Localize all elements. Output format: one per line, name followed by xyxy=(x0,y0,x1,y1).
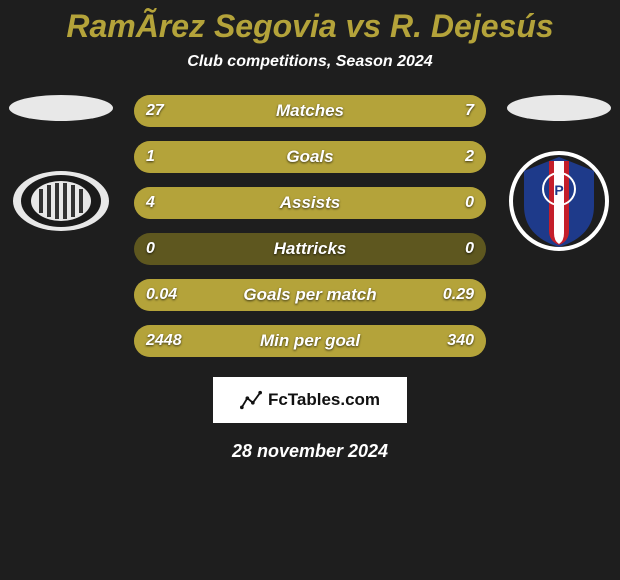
page-title: RamÃ­rez Segovia vs R. Dejesús xyxy=(0,8,620,45)
footer-badge: FcTables.com xyxy=(213,377,407,423)
stat-bar: 00Hattricks xyxy=(134,233,486,265)
stat-bar: 0.040.29Goals per match xyxy=(134,279,486,311)
container: RamÃ­rez Segovia vs R. Dejesús Club comp… xyxy=(0,0,620,462)
subtitle: Club competitions, Season 2024 xyxy=(0,53,620,71)
stat-label: Goals xyxy=(134,141,486,173)
chart-icon xyxy=(240,389,262,411)
stat-label: Goals per match xyxy=(134,279,486,311)
team-left-col xyxy=(6,95,116,251)
stat-label: Matches xyxy=(134,95,486,127)
footer-date: 28 november 2024 xyxy=(0,441,620,462)
stat-bar: 277Matches xyxy=(134,95,486,127)
team-right-col: P xyxy=(504,95,614,251)
team-right-ellipse xyxy=(507,95,611,121)
team-left-crest xyxy=(11,151,111,251)
main-row: 277Matches 12Goals 40Assists 00Hattricks 0.0… xyxy=(0,95,620,357)
stat-bar: 12Goals xyxy=(134,141,486,173)
libertad-crest-icon xyxy=(11,151,111,251)
stat-label: Min per goal xyxy=(134,325,486,357)
footer-brand: FcTables.com xyxy=(268,390,380,410)
stat-bar: 2448340Min per goal xyxy=(134,325,486,357)
svg-text:P: P xyxy=(554,182,563,198)
team-right-crest: P xyxy=(509,151,609,251)
stat-label: Assists xyxy=(134,187,486,219)
stat-bar: 40Assists xyxy=(134,187,486,219)
stats-col: 277Matches 12Goals 40Assists 00Hattricks 0.0… xyxy=(134,95,486,357)
cerro-crest-icon: P xyxy=(509,151,609,251)
stat-label: Hattricks xyxy=(134,233,486,265)
team-left-ellipse xyxy=(9,95,113,121)
